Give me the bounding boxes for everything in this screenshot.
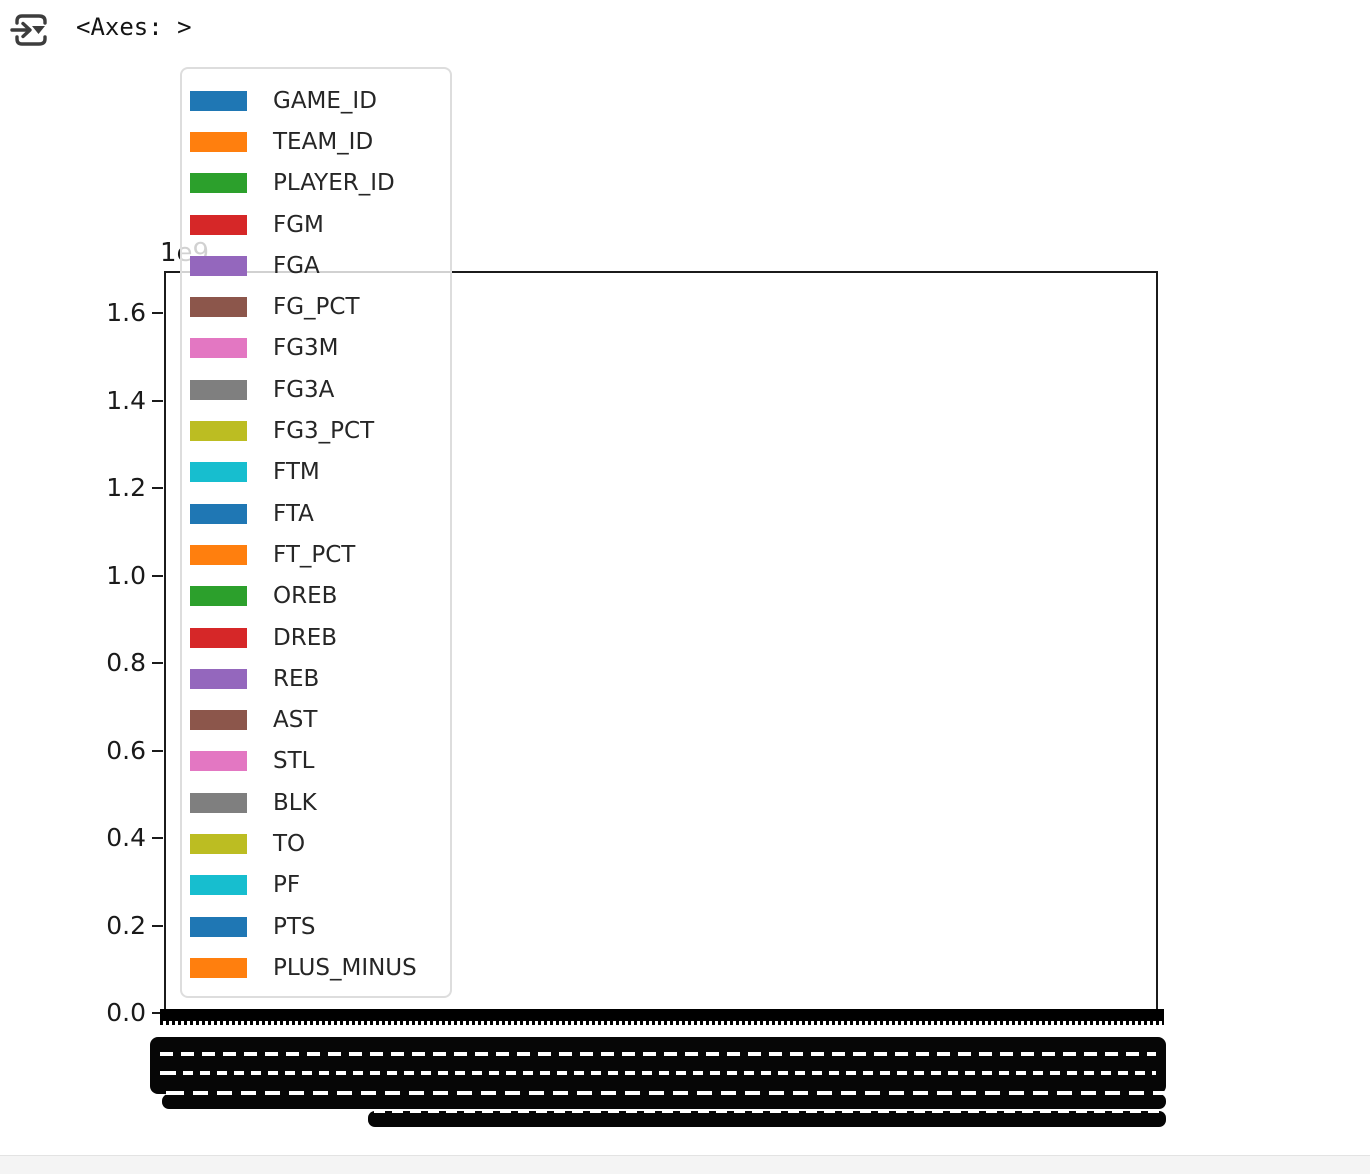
legend-swatch [190,751,247,772]
legend-entry: FTM [182,452,450,493]
legend-swatch [190,173,247,194]
y-tick-mark [152,662,163,664]
y-tick-mark [152,924,163,927]
legend-label: FG3M [273,335,339,362]
legend-entry: AST [182,699,450,740]
x-axis-labels-smudge [368,1111,1166,1127]
legend-label: FG3_PCT [273,418,375,445]
y-tick-label: 0.2 [106,910,146,940]
legend-label: GAME_ID [273,87,377,114]
y-tick-mark [152,1012,163,1014]
legend-label: FTM [273,459,320,486]
legend-label: PLUS_MINUS [273,954,417,981]
legend-label: TO [273,830,306,857]
smudge-gap [160,1071,1156,1075]
legend-swatch [190,462,247,483]
legend-entry: TO [182,823,450,864]
legend-entry: DREB [182,617,450,658]
legend-label: PLAYER_ID [273,170,395,197]
y-tick-mark [152,574,163,577]
y-tick-mark [152,399,163,402]
legend-label: DREB [273,624,338,651]
legend-swatch [190,214,247,235]
legend-entry: FTA [182,493,450,534]
legend-label: TEAM_ID [273,128,374,155]
x-axis-tick-teeth [160,1021,1164,1025]
smudge-gap [374,1109,1162,1113]
output-options-icon[interactable] [10,11,50,49]
legend-swatch [190,916,247,937]
legend-swatch [190,255,247,276]
legend-label: FG_PCT [273,294,360,321]
legend-entry: FG3M [182,328,450,369]
y-tick-mark [152,837,163,839]
legend-swatch [190,544,247,565]
legend-swatch [190,792,247,813]
legend-swatch [190,668,247,689]
legend-entry: FG3A [182,369,450,410]
legend-label: OREB [273,583,338,610]
legend-entry: PLUS_MINUS [182,947,450,988]
legend-entry: GAME_ID [182,80,450,121]
legend-label: FGA [273,252,320,279]
chart-legend: GAME_ID TEAM_ID PLAYER_ID FGM FGA FG_PCT… [180,67,452,998]
x-axis-labels-smudge [162,1094,1166,1109]
legend-swatch [190,875,247,896]
y-tick-label: 0.0 [106,998,146,1027]
legend-swatch [190,833,247,854]
x-axis-labels-smudge [150,1037,1166,1094]
axes-repr-text: <Axes: > [76,13,192,41]
legend-label: FTA [273,500,314,527]
y-tick-mark [152,749,163,752]
legend-entry: FG_PCT [182,286,450,327]
legend-swatch [190,957,247,978]
y-tick-label: 0.4 [106,823,146,852]
legend-swatch [190,338,247,359]
y-tick-label: 1.6 [106,298,146,327]
y-tick-mark [152,312,163,314]
legend-swatch [190,379,247,400]
legend-entry: OREB [182,576,450,617]
legend-entry: PLAYER_ID [182,163,450,204]
legend-swatch [190,421,247,442]
legend-entry: TEAM_ID [182,121,450,162]
legend-swatch [190,297,247,318]
y-tick-mark [152,487,163,489]
legend-label: FGM [273,211,324,238]
legend-swatch [190,503,247,524]
legend-entry: REB [182,658,450,699]
y-tick-label: 0.8 [106,648,146,677]
y-tick-label: 1.4 [106,385,146,415]
legend-entry: STL [182,741,450,782]
legend-swatch [190,90,247,111]
legend-swatch [190,586,247,607]
y-tick-label: 0.6 [106,735,146,765]
legend-swatch [190,710,247,731]
x-axis-dense-ticks [160,1009,1164,1021]
output-header: <Axes: > [0,0,1370,60]
smudge-gap [160,1052,1156,1056]
legend-entry: PTS [182,906,450,947]
legend-swatch [190,627,247,648]
legend-label: STL [273,748,315,775]
legend-entry: BLK [182,782,450,823]
legend-entry: FG3_PCT [182,410,450,451]
legend-label: AST [273,707,318,734]
legend-label: PTS [273,913,316,940]
y-tick-label: 1.2 [106,473,146,502]
cell-divider [0,1155,1370,1174]
legend-label: PF [273,872,301,899]
legend-label: REB [273,665,320,692]
legend-entry: FT_PCT [182,534,450,575]
y-tick-label: 1.0 [106,560,146,590]
legend-label: BLK [273,789,317,816]
legend-swatch [190,131,247,152]
legend-label: FG3A [273,376,335,403]
legend-label: FT_PCT [273,541,356,568]
smudge-gap [166,1091,1164,1095]
legend-entry: FGM [182,204,450,245]
legend-entry: PF [182,865,450,906]
legend-entry: FGA [182,245,450,286]
